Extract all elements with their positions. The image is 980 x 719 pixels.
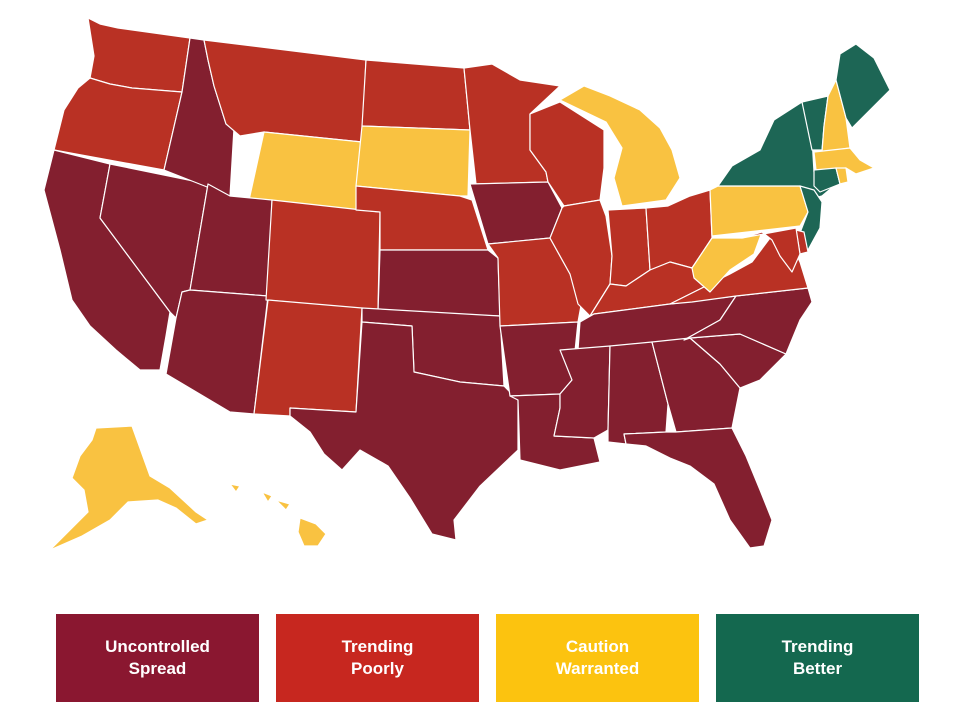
state-nm[interactable] [253,299,363,417]
legend-better-label: Trending Better [782,636,854,680]
state-md[interactable] [741,227,801,273]
state-hi[interactable] [229,483,327,547]
state-ak[interactable] [49,425,209,551]
state-wa[interactable] [87,17,191,93]
state-ri[interactable] [835,167,849,185]
states-layer [43,17,891,551]
state-nc[interactable] [683,287,813,355]
state-nd[interactable] [361,59,471,131]
legend-uncontrolled-spread: Uncontrolled Spread [56,614,259,702]
state-ct[interactable] [813,167,841,193]
state-va[interactable] [669,231,809,305]
state-fl[interactable] [623,427,773,549]
legend-caution-line2: Warranted [555,659,640,678]
state-ia[interactable] [469,181,563,245]
legend-trending-better: Trending Better [716,614,919,702]
us-map [43,17,891,551]
legend-poorly-label: Trending Poorly [342,636,414,680]
legend-caution-label: Caution Warranted [556,636,639,680]
legend-uncontrolled-line1: Uncontrolled [105,637,210,656]
legend-caution-line1: Caution [565,637,630,656]
legend-uncontrolled-label: Uncontrolled Spread [105,636,210,680]
state-az[interactable] [165,289,269,415]
state-tx[interactable] [289,321,519,541]
legend-better-line1: Trending [781,637,854,656]
legend: Uncontrolled Spread Trending Poorly Caut… [56,614,920,702]
legend-poorly-line2: Poorly [351,659,404,678]
legend-better-line2: Better [792,659,843,678]
legend-trending-poorly: Trending Poorly [276,614,479,702]
legend-caution-warranted: Caution Warranted [496,614,699,702]
state-co[interactable] [265,199,381,311]
legend-poorly-line1: Trending [341,637,414,656]
state-mi[interactable] [559,85,681,207]
state-sd[interactable] [355,125,471,197]
state-me[interactable] [835,43,891,129]
legend-uncontrolled-line2: Spread [128,659,187,678]
state-mt[interactable] [203,39,367,143]
state-ks[interactable] [377,249,501,317]
